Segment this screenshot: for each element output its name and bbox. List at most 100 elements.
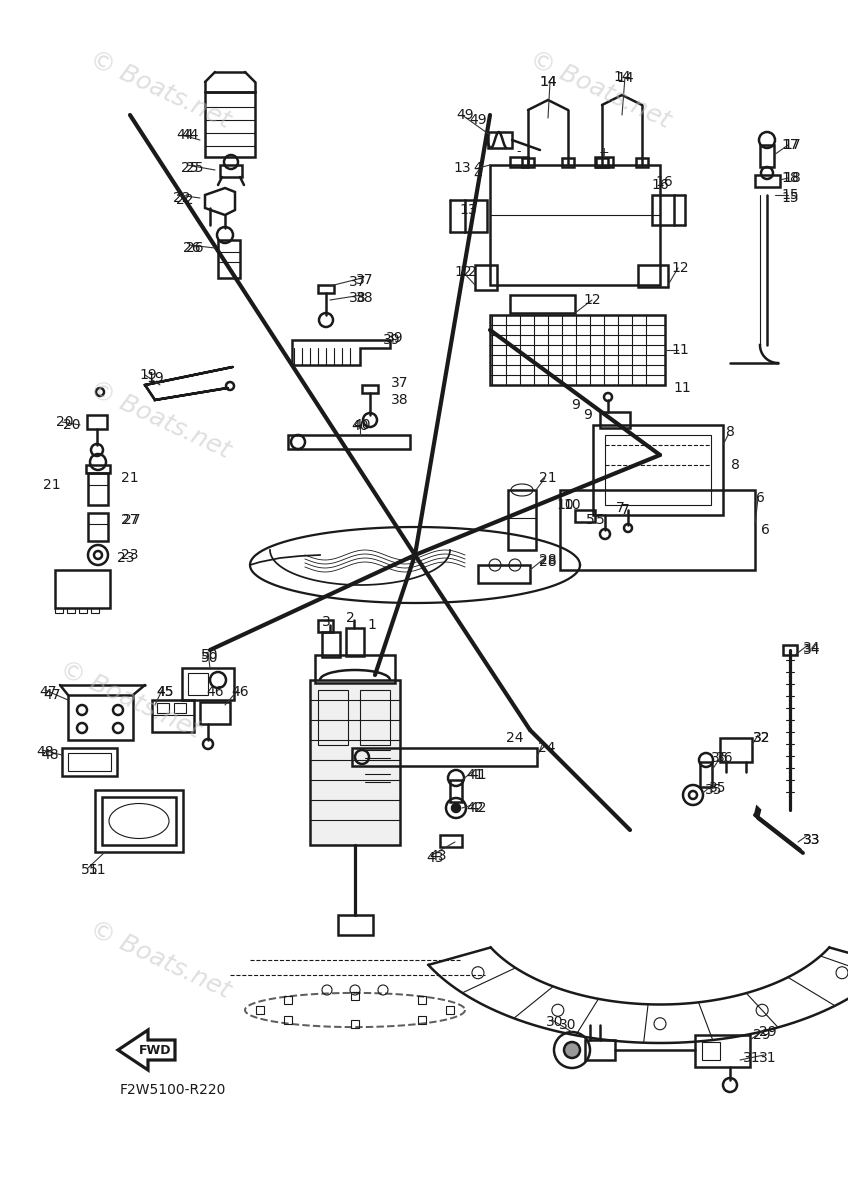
Text: 28: 28	[539, 554, 557, 569]
Text: 19: 19	[146, 371, 164, 385]
Text: 49: 49	[456, 108, 474, 122]
Text: 6: 6	[756, 491, 764, 505]
Bar	[720, 738, 752, 762]
Text: 35: 35	[706, 782, 722, 797]
Bar	[79, 608, 87, 613]
Bar	[695, 1034, 750, 1067]
Bar	[218, 240, 240, 278]
Text: 36: 36	[711, 751, 728, 766]
Text: 44: 44	[181, 128, 198, 142]
Text: 7: 7	[616, 502, 624, 515]
Bar	[315, 655, 395, 683]
Text: 31: 31	[743, 1051, 761, 1066]
Text: © Boats.net: © Boats.net	[56, 656, 204, 743]
Bar	[593, 425, 723, 515]
Text: © Boats.net: © Boats.net	[526, 47, 674, 133]
Text: 16: 16	[651, 178, 669, 192]
Bar	[205, 92, 255, 157]
Text: 9: 9	[583, 408, 593, 422]
Text: 46: 46	[206, 685, 224, 698]
Bar	[478, 565, 530, 583]
Bar	[87, 415, 107, 428]
Bar	[86, 464, 110, 473]
Bar	[318, 690, 348, 745]
Bar	[638, 265, 668, 287]
Bar	[418, 1016, 427, 1024]
Text: 10: 10	[556, 498, 574, 512]
Bar	[351, 1020, 359, 1028]
Text: 43: 43	[429, 850, 447, 863]
Circle shape	[452, 804, 460, 812]
Text: 43: 43	[427, 851, 444, 865]
Text: 30: 30	[546, 1015, 564, 1028]
Text: 21: 21	[43, 478, 61, 492]
Text: 21: 21	[121, 470, 139, 485]
Text: -: -	[516, 145, 522, 158]
Bar	[55, 570, 110, 608]
Bar	[68, 695, 133, 740]
Bar	[755, 175, 780, 187]
Text: +: +	[599, 145, 610, 158]
Text: 40: 40	[351, 419, 369, 433]
Bar	[510, 295, 575, 313]
Text: 20: 20	[64, 418, 81, 432]
Text: 4: 4	[474, 168, 483, 182]
Text: 48: 48	[36, 745, 53, 758]
Text: 22: 22	[173, 191, 191, 205]
Text: 8: 8	[731, 458, 739, 472]
Bar	[418, 996, 427, 1004]
Bar	[702, 1042, 720, 1060]
Bar	[760, 145, 774, 167]
Text: 30: 30	[559, 1018, 577, 1032]
Text: 32: 32	[753, 731, 771, 745]
Bar	[338, 914, 373, 935]
Text: 26: 26	[183, 241, 201, 254]
Bar	[284, 996, 292, 1004]
Text: 23: 23	[117, 551, 135, 565]
Text: 34: 34	[803, 643, 821, 658]
Text: 29: 29	[753, 1028, 771, 1042]
Circle shape	[564, 1042, 580, 1058]
Text: 18: 18	[781, 170, 799, 185]
Text: 12: 12	[459, 265, 477, 278]
Text: 12: 12	[583, 293, 601, 307]
Text: 39: 39	[383, 332, 401, 347]
Text: 5: 5	[595, 514, 605, 527]
Bar	[636, 158, 648, 167]
Bar	[152, 700, 194, 732]
Text: 34: 34	[803, 641, 821, 655]
Text: 11: 11	[671, 343, 689, 358]
Text: 51: 51	[89, 863, 107, 877]
Text: 17: 17	[781, 138, 799, 152]
Bar	[310, 680, 400, 845]
Bar	[700, 762, 712, 787]
Bar	[585, 1040, 615, 1060]
Bar	[508, 490, 536, 550]
Text: 6: 6	[761, 523, 769, 538]
Text: 1: 1	[367, 618, 377, 632]
Text: 33: 33	[803, 833, 821, 847]
Bar	[560, 490, 755, 570]
Text: 45: 45	[156, 685, 174, 698]
Text: 8: 8	[726, 425, 734, 439]
Bar	[360, 690, 390, 745]
Text: 11: 11	[673, 382, 691, 395]
Text: 45: 45	[156, 685, 174, 698]
Bar	[318, 284, 334, 293]
Bar	[284, 1016, 292, 1024]
Text: 26: 26	[187, 241, 204, 254]
Text: 42: 42	[466, 802, 483, 815]
Bar	[174, 703, 186, 713]
Text: 39: 39	[386, 331, 404, 346]
Text: 44: 44	[176, 128, 193, 142]
Text: 41: 41	[466, 768, 484, 782]
Text: 49: 49	[469, 113, 487, 127]
Bar	[475, 265, 497, 290]
Bar	[490, 314, 665, 385]
Text: 31: 31	[759, 1051, 777, 1066]
Text: 4: 4	[474, 161, 483, 175]
Bar	[322, 632, 340, 658]
Text: 38: 38	[349, 290, 367, 305]
Text: 13: 13	[453, 161, 471, 175]
Bar	[182, 668, 234, 700]
